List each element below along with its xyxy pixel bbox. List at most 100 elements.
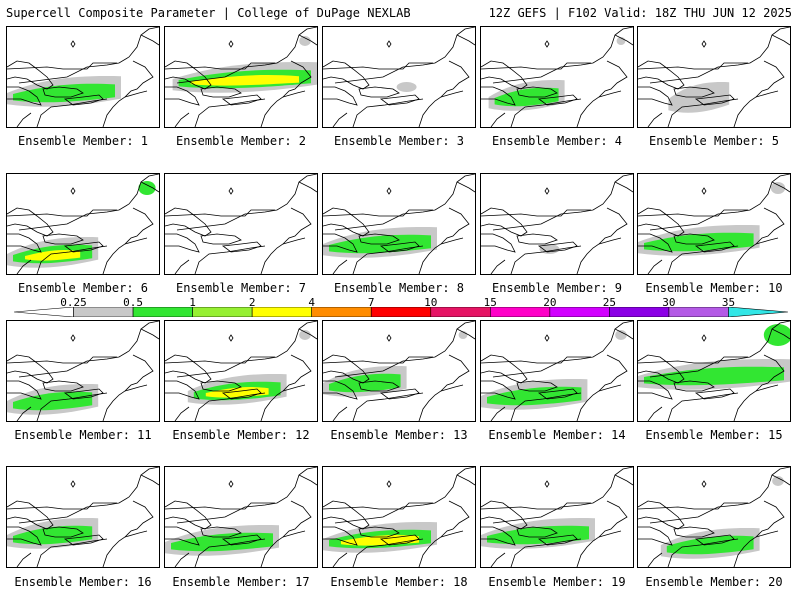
- coastline: [323, 207, 370, 237]
- coastline: [638, 233, 673, 253]
- map-panel-member-16: [6, 466, 160, 568]
- coastline: [323, 500, 370, 530]
- ensemble-member-label: Ensemble Member: 18: [330, 575, 468, 589]
- island-marker: [701, 40, 707, 48]
- coastline: [638, 86, 673, 106]
- coastline: [358, 380, 400, 392]
- coastline: [481, 86, 516, 106]
- map-canvas: [165, 174, 317, 274]
- scp-field: [165, 524, 279, 556]
- coastline: [647, 112, 663, 127]
- coastline: [102, 500, 154, 567]
- colorbar-segment: [430, 307, 491, 317]
- ensemble-member-label: Ensemble Member: 15: [645, 428, 783, 442]
- map-panel-member-10: [637, 173, 791, 275]
- valid-time: 12Z GEFS | F102 Valid: 18Z THU JUN 12 20…: [488, 6, 792, 20]
- colorbar-tick-label: 25: [602, 296, 616, 309]
- coastline: [194, 392, 266, 421]
- coastline: [165, 209, 275, 217]
- coastline: [124, 237, 148, 245]
- basemap-outline: [323, 467, 475, 567]
- coastline: [298, 34, 317, 46]
- coastline: [323, 502, 433, 510]
- map-canvas: [481, 467, 633, 567]
- coastline: [598, 384, 622, 392]
- coastline: [18, 467, 159, 524]
- coastline: [140, 181, 159, 193]
- coastline: [194, 245, 266, 274]
- coastline: [124, 384, 148, 392]
- map-canvas: [7, 27, 159, 127]
- coastline: [165, 500, 212, 530]
- color-scale-bar: [14, 307, 788, 317]
- coastline: [140, 328, 159, 340]
- ensemble-member-label: Ensemble Member: 17: [172, 575, 310, 589]
- coastline: [165, 526, 200, 546]
- map-panel-member-2: [164, 26, 318, 128]
- map-panel-member-15: [637, 320, 791, 422]
- colorbar-tick-label: 7: [367, 296, 375, 309]
- coastline: [334, 467, 475, 524]
- ensemble-member-label: Ensemble Member: 2: [175, 134, 307, 148]
- coastline: [7, 502, 117, 510]
- ensemble-member-label: Ensemble Member: 9: [491, 281, 623, 295]
- coastline: [18, 321, 159, 378]
- coastline: [102, 207, 154, 274]
- island-marker: [386, 187, 392, 195]
- scp-contour: [13, 83, 115, 103]
- coastline: [323, 209, 433, 217]
- coastline: [673, 86, 715, 98]
- island-marker: [544, 480, 550, 488]
- coastline: [490, 552, 506, 567]
- coastline: [352, 538, 424, 567]
- coastline: [418, 500, 470, 567]
- coastline: [323, 354, 370, 384]
- coastline: [638, 500, 685, 530]
- coastline: [667, 538, 739, 567]
- island-marker: [228, 334, 234, 342]
- coastline: [7, 86, 42, 106]
- coastline: [140, 474, 159, 486]
- coastline: [614, 474, 633, 486]
- coastline: [755, 237, 779, 245]
- coastline: [440, 384, 464, 392]
- scp-contour: [770, 182, 786, 194]
- coastline: [124, 530, 148, 538]
- island-marker: [228, 40, 234, 48]
- coastline: [42, 233, 84, 245]
- map-canvas: [165, 467, 317, 567]
- colorbar-segment: [311, 307, 372, 317]
- ensemble-member-label: Ensemble Member: 3: [333, 134, 465, 148]
- map-canvas: [7, 321, 159, 421]
- coastline: [221, 534, 262, 546]
- coastline: [649, 27, 790, 84]
- coastline: [456, 34, 475, 46]
- colorbar-segment: [251, 307, 312, 317]
- coastline: [7, 62, 117, 70]
- map-canvas: [638, 321, 790, 421]
- coastline: [481, 380, 516, 400]
- scp-field: [481, 330, 627, 410]
- ensemble-member-label: Ensemble Member: 10: [645, 281, 783, 295]
- coastline: [733, 60, 785, 127]
- coastline: [282, 237, 306, 245]
- coastline: [694, 94, 735, 106]
- scp-field: [7, 181, 156, 268]
- coastline: [334, 27, 475, 84]
- coastline: [332, 259, 348, 274]
- colorbar-tick-label: 1: [189, 296, 196, 309]
- coastline: [667, 245, 739, 274]
- basemap-outline: [7, 174, 159, 274]
- basemap-outline: [7, 467, 159, 567]
- coastline: [323, 356, 433, 364]
- scp-contour: [487, 386, 582, 406]
- coastline: [36, 245, 108, 274]
- coastline: [7, 500, 54, 530]
- coastline: [176, 174, 317, 231]
- coastline: [176, 27, 317, 84]
- coastline: [221, 94, 262, 106]
- coastline: [323, 60, 370, 90]
- map-panel-member-4: [480, 26, 634, 128]
- coastline: [379, 534, 420, 546]
- scp-field: [7, 517, 99, 549]
